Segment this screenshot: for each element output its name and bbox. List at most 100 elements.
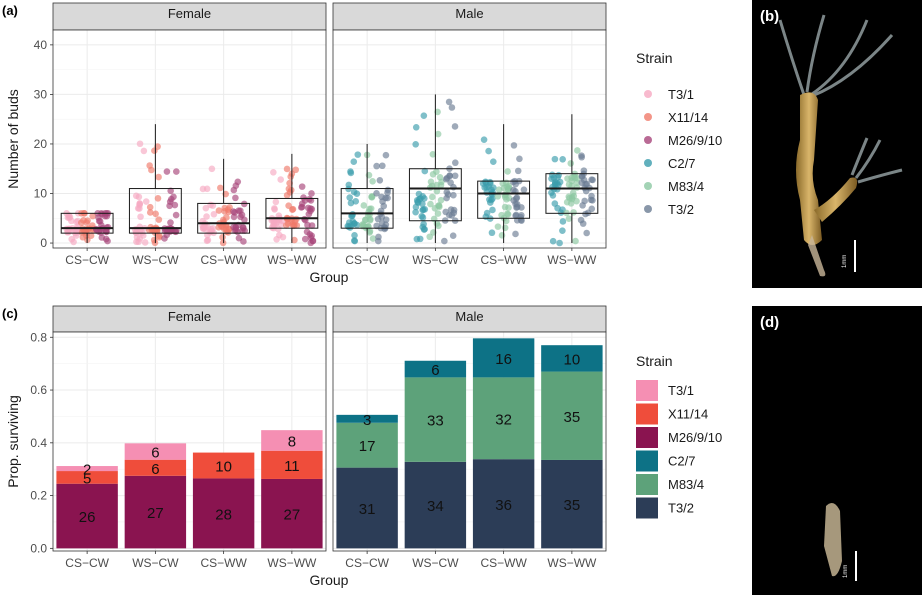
bar-count-label: 17: [359, 438, 376, 455]
jitter-point: [146, 162, 153, 169]
jitter-point: [513, 200, 521, 208]
panel-border: [332, 331, 607, 552]
jitter-point: [520, 186, 528, 193]
y-tick-label: 0.0: [30, 541, 47, 555]
jitter-point: [578, 179, 586, 187]
legend-label: T3/1: [668, 87, 694, 102]
jitter-point: [435, 202, 443, 209]
bar-count-label: 16: [495, 351, 512, 368]
facet-strip-label: Male: [455, 6, 483, 21]
jitter-point: [567, 160, 575, 167]
jitter-point: [168, 195, 175, 203]
bar-segment: [261, 478, 323, 549]
x-axis-label: Group: [310, 572, 349, 588]
jitter-point: [559, 227, 566, 234]
jitter-point: [346, 224, 354, 231]
jitter-point: [429, 193, 436, 201]
jitter-point: [419, 192, 427, 200]
jitter-point: [579, 220, 587, 227]
jitter-point: [154, 143, 161, 150]
bar-count-label: 6: [151, 461, 159, 478]
jitter-point: [495, 186, 503, 193]
jitter-point: [514, 167, 522, 175]
jitter-point: [163, 168, 171, 175]
jitter-point: [352, 198, 360, 205]
jitter-point: [369, 177, 376, 185]
jitter-point: [427, 178, 435, 186]
photo-b-label: (b): [760, 8, 780, 25]
jitter-point: [578, 153, 585, 161]
y-tick-label: 0.2: [30, 489, 47, 503]
jitter-point: [135, 193, 143, 201]
bar-count-label: 10: [564, 351, 581, 368]
jitter-point: [65, 228, 72, 236]
legend-swatch: [636, 380, 658, 401]
x-tick-label: WS−CW: [412, 556, 459, 570]
jitter-point: [584, 209, 592, 217]
bar-count-label: 8: [288, 433, 296, 450]
jitter-point: [237, 207, 244, 215]
jitter-point: [286, 179, 293, 187]
jitter-point: [420, 112, 428, 119]
jitter-point: [150, 236, 158, 244]
jitter-point: [272, 198, 280, 206]
jitter-point: [557, 209, 565, 216]
jitter-point: [360, 202, 368, 209]
bar-count-label: 31: [359, 501, 376, 518]
jitter-point: [551, 155, 559, 163]
bar-count-label: 34: [427, 498, 444, 515]
jitter-point: [215, 224, 223, 231]
jitter-point: [283, 165, 291, 173]
x-tick-label: WS−WW: [547, 556, 597, 570]
bar-count-label: 26: [79, 509, 96, 526]
jitter-point: [376, 177, 384, 184]
x-tick-label: CS−CW: [65, 253, 109, 267]
bar-count-label: 6: [151, 445, 159, 462]
jitter-point: [516, 155, 523, 163]
panel-border: [52, 331, 327, 552]
jitter-point: [436, 173, 444, 181]
bar-segment: [541, 459, 603, 549]
jitter-point: [518, 211, 525, 219]
bar-segment: [261, 430, 323, 451]
x-tick-label: WS−CW: [132, 556, 179, 570]
photo-column: (b) 1mm (d) 1mm: [752, 0, 922, 597]
jitter-point: [289, 206, 296, 214]
legend-label: M83/4: [668, 477, 704, 492]
jitter-point: [136, 140, 144, 148]
jitter-point: [208, 165, 216, 173]
box-iqr: [340, 188, 394, 229]
jitter-point: [291, 218, 299, 225]
box-iqr: [408, 168, 462, 222]
jitter-point: [382, 216, 390, 223]
x-tick-label: CS−WW: [480, 556, 527, 570]
legend-swatch: [636, 427, 658, 448]
bar-segment: [192, 478, 255, 549]
bar-count-label: 35: [564, 497, 581, 514]
legend-label: M26/9/10: [668, 133, 722, 148]
jitter-point: [414, 198, 421, 206]
panel-label: (a): [2, 3, 18, 18]
jitter-point: [442, 175, 450, 183]
jitter-point: [354, 151, 362, 158]
jitter-point: [279, 233, 287, 241]
jitter-point: [146, 203, 154, 211]
bar-segment: [56, 483, 118, 549]
y-tick-label: 0: [40, 236, 47, 250]
legend-swatch: [636, 497, 658, 519]
legend-swatch: [636, 450, 658, 472]
jitter-point: [373, 222, 380, 230]
jitter-point: [572, 237, 579, 245]
jitter-point: [161, 235, 168, 242]
jitter-point: [583, 229, 590, 237]
x-tick-label: WS−CW: [132, 253, 179, 267]
box-iqr: [197, 202, 251, 234]
jitter-point: [152, 210, 159, 218]
jitter-point: [167, 219, 174, 226]
legend-swatch: [644, 136, 652, 144]
jitter-point: [429, 151, 437, 158]
jitter-point: [413, 235, 421, 243]
x-tick-label: CS−WW: [200, 253, 247, 267]
jitter-point: [549, 237, 557, 245]
jitter-point: [203, 213, 210, 220]
